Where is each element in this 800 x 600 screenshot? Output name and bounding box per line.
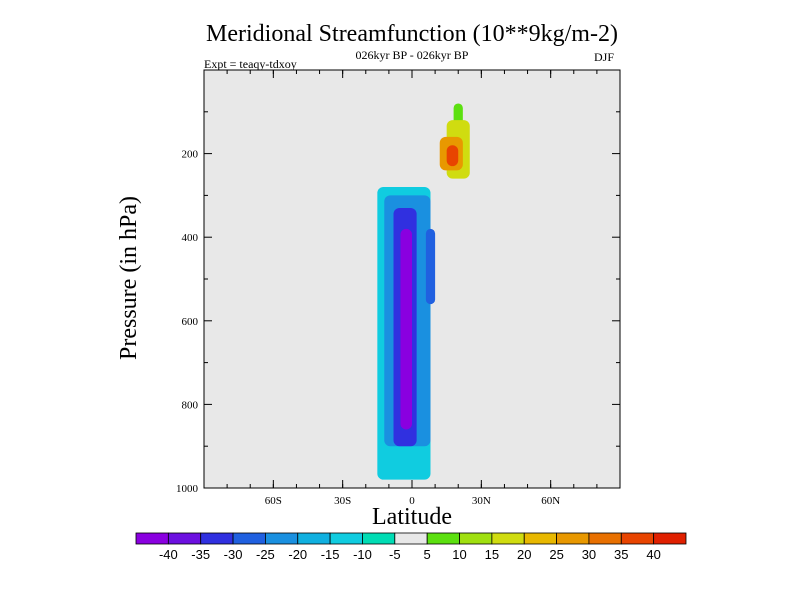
x-axis: 60S 30S 0 30N 60N <box>226 70 598 507</box>
y-tick-label-2: 600 <box>182 316 199 328</box>
colorbar: -40 -35 -30 -25 -20 -15 -10 -5 5 10 15 20 25 30 35 40 <box>135 532 687 562</box>
colorbar-swatch-1 <box>167 532 202 545</box>
colorbar-label-4: -20 <box>288 547 307 562</box>
colorbar-swatch-10 <box>459 532 493 545</box>
plot-area: 60S 30S 0 30N 60N 200 400 600 800 1000 <box>176 69 621 507</box>
colorbar-swatch-2 <box>200 532 234 545</box>
colorbar-label-7: -5 <box>389 547 401 562</box>
y-axis-title: Pressure (in hPa) <box>116 196 142 360</box>
colorbar-label-1: -35 <box>191 547 210 562</box>
colorbar-swatch-13 <box>556 532 590 545</box>
colorbar-swatch-9 <box>426 532 460 545</box>
x-tick-label-0: 60S <box>265 495 282 507</box>
contour-region-8 <box>516 203 551 488</box>
colorbar-label-12: 25 <box>549 547 563 562</box>
colorbar-swatch-14 <box>588 532 622 545</box>
colorbar-swatch-5 <box>297 532 331 545</box>
chart-title: Meridional Streamfunction (10**9kg/m-2) <box>206 21 618 47</box>
contour-region-1 <box>296 70 302 472</box>
contour-region-7 <box>331 153 366 488</box>
y-tick-label-0: 200 <box>182 149 199 161</box>
x-tick-label-1: 30S <box>334 495 351 507</box>
colorbar-swatch-7 <box>362 532 396 545</box>
x-tick-label-4: 60N <box>541 495 560 507</box>
colorbar-label-9: 10 <box>452 547 466 562</box>
colorbar-swatch-3 <box>232 532 266 545</box>
contour-region-0 <box>250 70 262 455</box>
colorbar-label-13: 30 <box>582 547 596 562</box>
colorbar-swatch-12 <box>523 532 557 545</box>
y-axis: 200 400 600 800 1000 <box>176 111 620 495</box>
colorbar-label-6: -10 <box>353 547 372 562</box>
colorbar-swatch-0 <box>135 532 169 545</box>
colorbar-label-3: -25 <box>256 547 275 562</box>
colorbar-label-0: -40 <box>159 547 178 562</box>
contour-region-14 <box>425 228 436 305</box>
season-note: DJF <box>594 50 614 64</box>
colorbar-swatch-11 <box>491 532 525 545</box>
colorbar-label-15: 40 <box>646 547 660 562</box>
colorbar-label-11: 20 <box>517 547 531 562</box>
colorbar-swatch-4 <box>265 532 299 545</box>
chart-subtitle: 026kyr BP - 026kyr BP <box>356 48 469 62</box>
colorbar-swatch-8 <box>394 532 428 545</box>
contour-region-4 <box>485 70 500 472</box>
colorbar-label-8: 5 <box>424 547 431 562</box>
y-tick-label-3: 800 <box>182 399 199 411</box>
contour-fills <box>250 70 579 488</box>
colorbar-swatch-15 <box>620 532 655 545</box>
contour-region-5 <box>555 70 579 472</box>
contour-region-13 <box>400 228 412 430</box>
y-tick-label-4: 1000 <box>176 483 199 495</box>
colorbar-swatch-6 <box>329 532 363 545</box>
x-tick-label-3: 30N <box>472 495 491 507</box>
y-tick-label-1: 400 <box>182 232 199 244</box>
colorbar-label-14: 35 <box>614 547 628 562</box>
experiment-note: Expt = teaqy-tdxoy <box>204 57 297 71</box>
colorbar-swatch-16 <box>653 532 687 545</box>
colorbar-label-10: 15 <box>485 547 499 562</box>
x-axis-title: Latitude <box>372 504 452 530</box>
x-tick-label-2: 0 <box>409 495 415 507</box>
colorbar-label-5: -15 <box>321 547 340 562</box>
contour-region-6 <box>284 70 320 154</box>
contour-region-18 <box>446 145 459 167</box>
colorbar-label-2: -30 <box>224 547 243 562</box>
